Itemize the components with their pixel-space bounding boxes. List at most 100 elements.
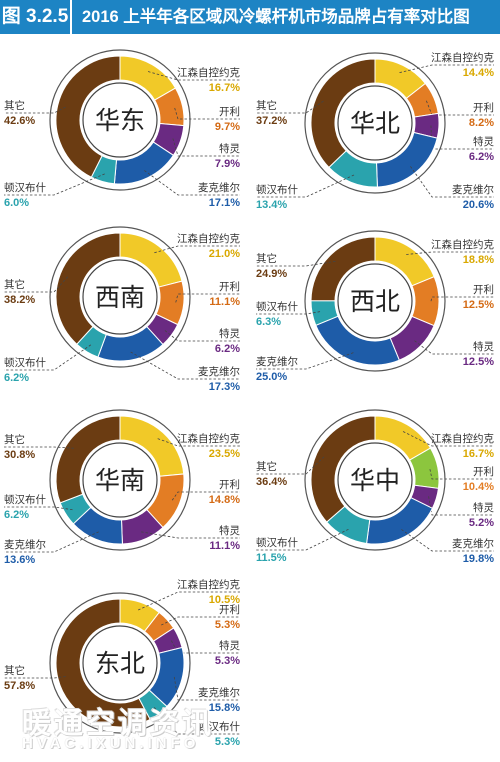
slice-label-brand: 开利 <box>219 604 240 616</box>
leader-line <box>256 352 354 370</box>
watermark-chinese: 暖通空调资讯 <box>22 708 215 740</box>
slice-label-brand: 其它 <box>256 460 277 473</box>
outer-ring <box>49 592 191 734</box>
outer-ring <box>49 409 191 551</box>
leader-line <box>4 506 73 511</box>
leader-line <box>4 676 66 679</box>
region-label: 华南 <box>95 466 145 495</box>
slice-label-brand: 麦克维尔 <box>4 538 46 551</box>
slice-label-brand: 顿汉布什 <box>256 300 298 313</box>
leader-line <box>399 64 494 74</box>
leader-line <box>154 245 240 254</box>
slice-label-value: 6.2% <box>215 343 240 355</box>
leader-line <box>4 276 69 293</box>
donut-hole <box>337 263 413 339</box>
slice-label-brand: 特灵 <box>219 525 240 537</box>
leader-line <box>429 469 494 480</box>
slice-label-value: 8.2% <box>469 117 494 129</box>
outer-ring <box>304 52 446 194</box>
slice-label-value: 10.4% <box>463 481 494 493</box>
donut-hole <box>82 442 158 518</box>
slice-others <box>55 598 151 728</box>
slice-label-value: 21.0% <box>209 248 240 260</box>
slice-label-brand: 顿汉布什 <box>256 536 298 549</box>
slice-label-brand: 江森自控约克 <box>177 232 240 245</box>
leader-line <box>4 173 105 196</box>
slice-label-brand: 开利 <box>219 479 240 491</box>
donut-chart-2: 江森自控约克 14.4% 开利 8.2% 特灵 6.2% 麦克维尔 20.6% 顿汉布什 13.4… <box>256 51 494 211</box>
slice-label-value: 17.1% <box>209 197 240 209</box>
slice-label-brand: 江森自控约克 <box>431 432 494 445</box>
donut-chart-3: 江森自控约克 21.0% 开利 11.1% 特灵 6.2% 麦克维尔 17.3% 顿汉布什 6.2… <box>4 226 240 393</box>
leader-line <box>428 496 494 516</box>
donut-chart-5: 江森自控约克 23.5% 开利 14.8% 特灵 11.1% 麦克维尔 13.6% 顿汉布什 6.… <box>4 409 240 566</box>
leader-line <box>172 138 240 157</box>
slice-label-value: 23.5% <box>209 448 240 460</box>
slice-label-brand: 其它 <box>256 252 277 265</box>
slice-label-brand: 开利 <box>219 106 240 118</box>
leader-line <box>4 531 99 553</box>
slice-label-value: 6.2% <box>4 372 29 384</box>
slice-label-value: 11.1% <box>209 540 240 552</box>
leader-line <box>256 260 336 267</box>
leader-line <box>144 170 240 196</box>
slice-label-brand: 江森自控约克 <box>177 578 240 591</box>
slice-others <box>55 232 121 345</box>
slice-label-value: 10.5% <box>209 594 240 606</box>
slice-label-brand: 其它 <box>4 278 25 291</box>
slice-label-value: 12.5% <box>463 356 494 368</box>
slice-label-value: 17.3% <box>209 381 240 393</box>
leader-line <box>256 311 321 315</box>
slice-label-value: 15.8% <box>209 702 240 714</box>
slice-label-brand: 特灵 <box>219 143 240 155</box>
donut-hole <box>337 85 413 161</box>
region-label: 东北 <box>95 649 145 678</box>
slice-label-brand: 江森自控约克 <box>431 238 494 251</box>
slice-label-value: 14.4% <box>463 67 494 79</box>
leader-line <box>256 528 349 551</box>
figure-number: 图 3.2.5 <box>0 0 70 34</box>
slice-label-brand: 江森自控约克 <box>431 51 494 64</box>
slice-label-brand: 开利 <box>219 281 240 293</box>
donut-hole <box>337 442 413 518</box>
slice-label-value: 18.8% <box>463 254 494 266</box>
donut-chart-6: 江森自控约克 16.7% 开利 10.4% 特灵 5.2% 麦克维尔 19.8% 顿汉布什 11.… <box>256 409 494 565</box>
slice-label-value: 37.2% <box>256 115 287 127</box>
watermark-english: HVAC.IXUN.INFO <box>22 735 200 752</box>
slice-label-brand: 特灵 <box>219 328 240 340</box>
slice-label-brand: 开利 <box>473 284 494 296</box>
slice-label-brand: 顿汉布什 <box>198 720 240 733</box>
slice-others <box>310 415 376 523</box>
donut-hole <box>82 82 158 158</box>
slice-label-value: 42.6% <box>4 115 35 127</box>
watermark: 暖通空调资讯 HVAC.IXUN.INFO <box>0 700 500 762</box>
leader-line <box>164 330 240 342</box>
slice-label-value: 30.8% <box>4 449 35 461</box>
slice-label-brand: 特灵 <box>473 136 494 148</box>
donut-chart-1: 江森自控约克 16.7% 开利 9.7% 特灵 7.9% 麦克维尔 17.1% 顿汉布什 6.0%… <box>4 49 240 209</box>
leader-line <box>410 166 494 198</box>
leader-line <box>4 446 74 449</box>
leader-line <box>130 351 240 380</box>
slice-label-brand: 顿汉布什 <box>4 356 46 369</box>
donut-chart-4: 江森自控约克 18.8% 开利 12.5% 特灵 12.5% 麦克维尔 25.0% 顿汉布什 6.… <box>256 230 494 383</box>
slice-label-value: 6.3% <box>256 316 281 328</box>
title-bar <box>72 0 500 34</box>
slice-label-brand: 顿汉布什 <box>256 183 298 196</box>
donut-hole <box>82 259 158 335</box>
slice-others <box>310 236 376 302</box>
leader-line <box>175 293 240 303</box>
leader-line <box>256 100 324 114</box>
slice-label-value: 5.3% <box>215 736 240 748</box>
slice-label-value: 6.0% <box>4 197 29 209</box>
donut-hole <box>82 625 158 701</box>
slice-label-value: 12.5% <box>463 299 494 311</box>
slice-label-value: 16.7% <box>209 82 240 94</box>
leader-line <box>137 591 240 611</box>
slice-label-brand: 其它 <box>4 99 25 112</box>
slice-others <box>55 415 121 504</box>
slice-label-value: 38.2% <box>4 294 35 306</box>
slice-label-value: 13.6% <box>4 554 35 566</box>
outer-ring <box>49 226 191 368</box>
